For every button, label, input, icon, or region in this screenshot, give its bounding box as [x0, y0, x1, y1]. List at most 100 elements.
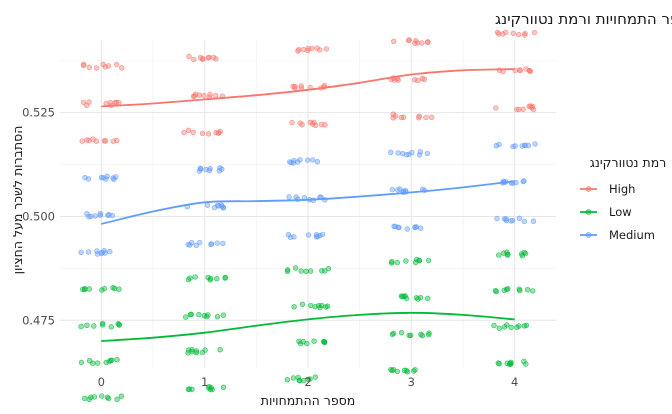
x-tick-label: 1 [201, 375, 208, 389]
data-point [503, 29, 509, 35]
data-point [304, 157, 311, 163]
legend-label: Medium [609, 228, 655, 242]
data-point [398, 330, 405, 336]
data-point [312, 304, 318, 310]
data-point [89, 360, 96, 366]
data-point [191, 56, 197, 63]
data-point [111, 285, 118, 292]
data-point [187, 275, 193, 281]
data-point [105, 63, 112, 69]
data-point [78, 249, 84, 256]
y-tick-label: 0.500 [22, 209, 55, 223]
data-point [312, 374, 318, 380]
data-point [205, 131, 212, 137]
data-point [114, 396, 120, 402]
data-point [409, 149, 415, 156]
data-point [295, 48, 301, 54]
data-point [523, 361, 529, 367]
data-point [527, 68, 534, 75]
data-point [110, 175, 116, 181]
data-point [318, 121, 325, 128]
data-point [520, 178, 526, 185]
data-point [425, 39, 431, 45]
data-point [91, 323, 97, 329]
data-point [505, 286, 511, 292]
data-point [220, 205, 226, 211]
data-point [389, 186, 396, 193]
data-point [108, 324, 115, 330]
data-point [287, 159, 293, 165]
data-point [512, 143, 518, 149]
data-point [323, 304, 329, 310]
trend-line-medium [101, 180, 515, 225]
data-point [415, 77, 421, 84]
y-tick-label: 0.525 [22, 106, 55, 120]
x-tick-label: 2 [304, 375, 311, 389]
data-point [299, 121, 305, 128]
data-point [208, 385, 214, 391]
data-point [104, 394, 111, 400]
data-point [417, 294, 424, 301]
data-point [113, 61, 120, 68]
data-point [193, 242, 200, 249]
data-point [404, 295, 410, 302]
data-point [214, 240, 221, 246]
data-point [88, 394, 94, 400]
data-point [521, 32, 528, 38]
legend-key-point [585, 232, 592, 238]
data-point [305, 47, 311, 54]
data-point [399, 293, 406, 299]
data-point [220, 240, 226, 247]
data-point [290, 83, 296, 90]
chart-title: הסתברות ניבוי לשכר גבוה לפי מספר התמחויו… [495, 10, 672, 28]
data-point [103, 359, 109, 366]
x-tick-label: 4 [511, 375, 518, 389]
data-point [289, 119, 295, 126]
data-point [84, 322, 90, 328]
data-point [317, 47, 323, 53]
data-point [516, 215, 523, 222]
data-point [412, 224, 418, 231]
data-point [105, 212, 111, 219]
data-point [519, 253, 526, 259]
data-point [220, 384, 227, 390]
data-point [314, 45, 320, 51]
x-tick-label: 3 [408, 375, 415, 389]
data-point [90, 136, 96, 142]
data-point [516, 106, 522, 113]
data-point [193, 348, 200, 354]
data-point [405, 37, 412, 44]
data-point [101, 247, 107, 254]
data-point [181, 129, 187, 136]
data-point [296, 377, 302, 384]
data-point [81, 286, 88, 293]
data-point [504, 249, 510, 255]
y-tick-label: 0.475 [22, 313, 55, 327]
data-point [185, 241, 191, 248]
data-point [314, 159, 321, 165]
data-point [403, 367, 410, 374]
data-point [491, 322, 497, 329]
data-point [286, 194, 292, 200]
data-point [214, 314, 221, 320]
data-point [84, 211, 90, 217]
trend-line-high [101, 68, 515, 108]
data-point [313, 234, 320, 240]
data-point [395, 224, 402, 231]
data-point [284, 377, 291, 383]
data-point [102, 138, 109, 144]
data-point [220, 312, 227, 318]
data-point [494, 215, 500, 222]
data-point [208, 241, 215, 247]
data-point [187, 312, 194, 318]
data-point [299, 301, 306, 307]
data-point [86, 137, 92, 144]
data-point [204, 202, 211, 208]
data-point [403, 258, 409, 264]
y-axis-ticks: 0.475 0.500 0.525 [22, 106, 55, 328]
data-point [201, 313, 208, 319]
data-point [531, 29, 538, 36]
data-point [94, 248, 100, 254]
data-point [391, 38, 397, 44]
